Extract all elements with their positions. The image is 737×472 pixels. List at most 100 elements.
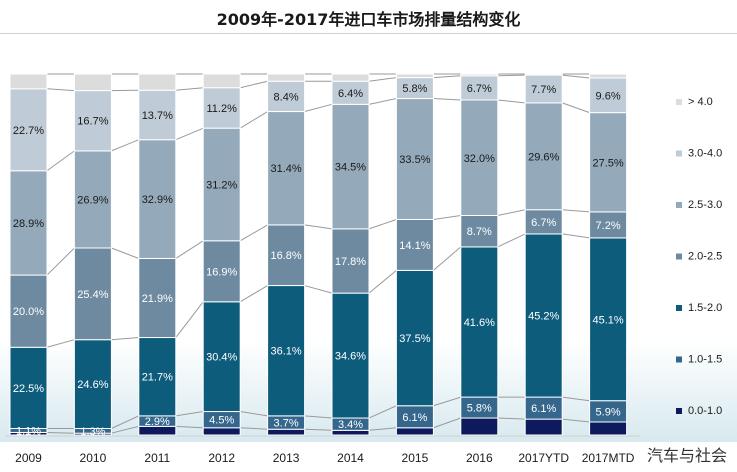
data-label: 4.5% [209, 415, 234, 427]
series-line [46, 247, 75, 276]
bar-segment [202, 127, 241, 242]
x-tick-label: 2012 [208, 451, 235, 465]
series-line [240, 411, 268, 417]
x-tick-label: 2011 [144, 451, 170, 465]
watermark: 汽车与社会 [646, 446, 727, 465]
series-line [497, 99, 526, 104]
data-label: 8.7% [467, 226, 492, 238]
chart-title: 2009年-2017年进口车市场排量结构变化 [216, 10, 521, 29]
series-line [562, 209, 590, 213]
legend-swatch [676, 305, 682, 311]
legend-label: 2.5-3.0 [688, 199, 722, 211]
bar-segment [138, 89, 177, 141]
bar-segment [9, 170, 48, 276]
data-label: 16.7% [77, 116, 108, 128]
data-label: 36.1% [270, 346, 301, 358]
data-label: 6.1% [531, 403, 556, 415]
bar-segment [9, 274, 48, 348]
series-line [368, 98, 397, 105]
x-tick-label: 2017YTD [518, 451, 569, 465]
data-label: 21.7% [142, 372, 173, 384]
data-label: 27.5% [592, 157, 623, 169]
data-label: 21.9% [142, 293, 173, 305]
x-tick-label: 2016 [466, 451, 493, 465]
data-label: 34.6% [335, 351, 366, 363]
series-line [46, 88, 75, 92]
data-label: 37.5% [399, 333, 430, 345]
series-line [368, 405, 397, 419]
data-label: 41.6% [464, 317, 495, 329]
data-label: 28.9% [13, 218, 44, 230]
bar-segment [267, 224, 306, 287]
data-label: 3.4% [338, 419, 363, 431]
bar-segment [73, 150, 112, 249]
data-label: 20.0% [13, 306, 44, 318]
data-label: 11.2% [207, 103, 238, 115]
x-tick-label: 2009 [15, 451, 42, 465]
data-label: 14.1% [399, 240, 430, 252]
series-line [175, 127, 204, 141]
series-line [368, 77, 397, 82]
bar-segment [460, 246, 499, 398]
data-label: 6.1% [402, 412, 427, 424]
legend-label: > 4.0 [688, 96, 713, 108]
bar-segment [589, 237, 628, 402]
data-label: 1.1% [16, 425, 41, 437]
series-line [497, 417, 526, 420]
bar-segment [524, 102, 563, 211]
bar-segment [589, 421, 628, 436]
series-line [111, 247, 139, 259]
bar-segment [331, 292, 370, 419]
bar-segment [138, 337, 177, 417]
bar-segment [9, 88, 48, 172]
data-label: 31.2% [206, 179, 237, 191]
bar-segment [267, 111, 306, 226]
data-label: 2.9% [145, 416, 170, 428]
data-label: 31.4% [270, 163, 301, 175]
bar-segment [202, 427, 241, 436]
data-label: 6.7% [467, 83, 492, 95]
bar-segment [267, 73, 306, 82]
x-tick-label: 2017MTD [582, 451, 635, 465]
bar-segment [331, 103, 370, 230]
bar-segment [395, 269, 434, 407]
data-label: 32.9% [142, 194, 173, 206]
bar-segment [524, 73, 563, 76]
bar-segment [395, 98, 434, 220]
bar-segment [267, 285, 306, 417]
legend-swatch [676, 356, 682, 363]
data-label: 5.8% [467, 403, 492, 415]
data-label: 29.6% [528, 151, 559, 163]
data-label: 7.7% [531, 84, 556, 96]
bar-segment [460, 417, 499, 436]
bar-segment [9, 346, 48, 430]
bar-segment [138, 257, 177, 339]
legend-label: 3.0-4.0 [688, 148, 722, 160]
series-line [175, 240, 204, 259]
data-label: 34.5% [335, 162, 366, 174]
data-label: 8.4% [274, 91, 299, 103]
bar-segment [9, 73, 48, 90]
x-tick-label: 2010 [80, 451, 107, 465]
legend-swatch [676, 253, 682, 260]
data-label: 30.4% [206, 352, 237, 364]
series-line [46, 339, 75, 348]
bar-segment [524, 418, 563, 436]
series-line [111, 139, 139, 152]
series-line [433, 396, 461, 407]
bar-segment [395, 73, 434, 79]
bar-segment [524, 233, 563, 398]
series-line [368, 427, 397, 431]
series-line [562, 396, 590, 402]
series-line [46, 150, 75, 172]
data-label: 9.6% [596, 90, 621, 102]
bar-segment [589, 211, 628, 239]
series-line [175, 425, 204, 429]
data-label: 3.7% [274, 418, 299, 430]
series-line [111, 425, 139, 434]
data-label: 5.8% [402, 83, 427, 95]
data-label: 24.6% [77, 379, 108, 391]
series-line [175, 87, 204, 91]
series-line [433, 98, 461, 101]
legend-label: 1.5-2.0 [688, 302, 722, 314]
